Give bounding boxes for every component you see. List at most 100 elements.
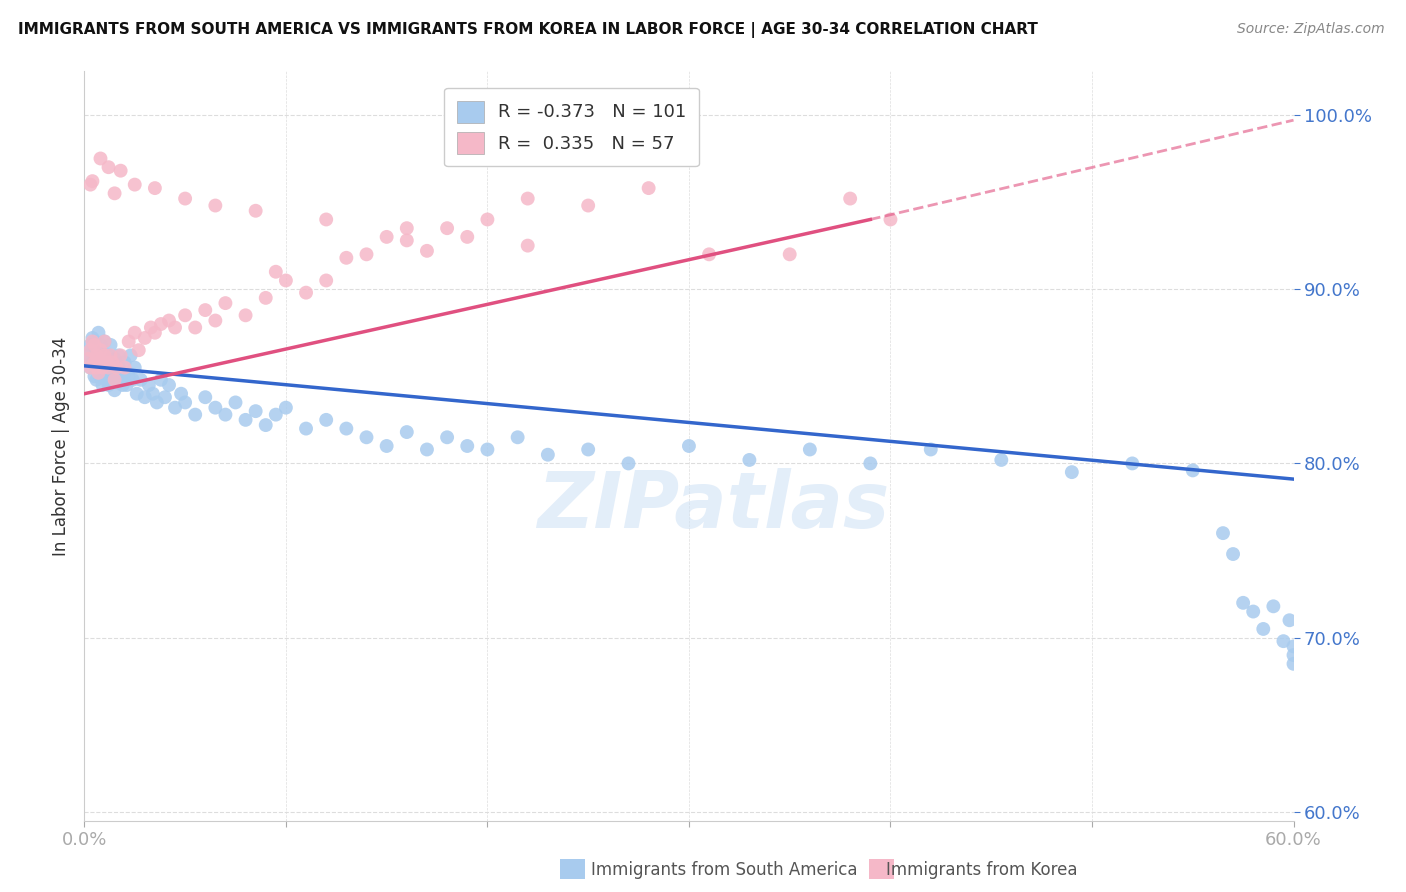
Point: [264, 265, 287, 279]
Point: [153, 390, 176, 404]
Point: [254, 291, 277, 305]
Point: [115, 378, 138, 392]
Point: [1263, 599, 1285, 614]
Point: [678, 439, 700, 453]
Point: [97, 378, 120, 392]
Point: [157, 313, 180, 327]
Point: [82, 334, 104, 349]
Point: [107, 348, 129, 362]
Point: [194, 390, 217, 404]
Point: [110, 163, 132, 178]
Point: [100, 355, 122, 369]
Point: [96, 357, 118, 371]
Point: [516, 192, 538, 206]
Point: [920, 442, 942, 457]
Point: [204, 198, 226, 212]
Point: [214, 296, 236, 310]
Point: [416, 244, 439, 258]
Point: [104, 186, 127, 201]
Text: ZIPatlas: ZIPatlas: [537, 468, 889, 544]
Point: [93, 348, 115, 362]
Point: [104, 366, 127, 380]
Point: [617, 457, 640, 471]
Point: [87, 366, 110, 380]
Point: [375, 230, 398, 244]
Point: [295, 421, 318, 435]
Point: [142, 386, 165, 401]
Point: [91, 355, 114, 369]
Point: [184, 408, 207, 422]
Point: [214, 408, 236, 422]
Point: [576, 442, 599, 457]
Point: [274, 401, 297, 415]
Point: [86, 360, 108, 375]
Point: [82, 174, 104, 188]
Point: [83, 355, 105, 369]
Point: [506, 430, 529, 444]
Point: [149, 317, 172, 331]
Point: [105, 373, 128, 387]
Point: [335, 251, 357, 265]
Point: [89, 351, 111, 366]
Point: [101, 355, 124, 369]
Point: [86, 348, 108, 362]
Point: [101, 360, 124, 375]
Point: [83, 348, 105, 362]
Point: [477, 212, 499, 227]
Point: [456, 230, 478, 244]
Point: [134, 331, 156, 345]
Point: [245, 203, 267, 218]
Point: [83, 369, 105, 384]
Point: [97, 348, 120, 362]
Point: [139, 320, 162, 334]
Point: [204, 401, 226, 415]
Point: [87, 360, 110, 375]
Point: [138, 378, 160, 392]
Point: [114, 360, 136, 375]
Text: Immigrants from Korea: Immigrants from Korea: [886, 861, 1077, 879]
Point: [576, 198, 599, 212]
Point: [1282, 648, 1305, 662]
Point: [356, 430, 378, 444]
Point: [121, 373, 143, 387]
Point: [91, 360, 114, 375]
Point: [91, 378, 114, 392]
Point: [1282, 657, 1305, 671]
Point: [82, 331, 104, 345]
Point: [134, 390, 156, 404]
Point: [157, 378, 180, 392]
Point: [264, 408, 287, 422]
Point: [104, 383, 127, 397]
Point: [104, 351, 127, 366]
Point: [1253, 622, 1275, 636]
Point: [1282, 640, 1305, 654]
Point: [105, 360, 128, 375]
Point: [111, 378, 134, 392]
Point: [315, 212, 337, 227]
Point: [839, 192, 862, 206]
Point: [89, 343, 111, 358]
Point: [79, 338, 101, 352]
Point: [100, 338, 122, 352]
Point: [225, 395, 247, 409]
Point: [375, 439, 398, 453]
Point: [1181, 463, 1204, 477]
Point: [315, 413, 337, 427]
Point: [1278, 613, 1301, 627]
Point: [79, 360, 101, 375]
Point: [395, 425, 418, 439]
Point: [89, 152, 111, 166]
Point: [118, 334, 141, 349]
Point: [990, 453, 1012, 467]
Point: [1232, 596, 1254, 610]
Point: [93, 334, 115, 349]
Point: [1241, 605, 1264, 619]
Point: [1121, 457, 1143, 471]
Point: [79, 360, 101, 375]
Legend: R = -0.373   N = 101, R =  0.335   N = 57: R = -0.373 N = 101, R = 0.335 N = 57: [444, 88, 699, 166]
Point: [1060, 465, 1083, 479]
Point: [235, 308, 257, 322]
Point: [128, 343, 150, 358]
Point: [146, 395, 169, 409]
Point: [165, 401, 187, 415]
